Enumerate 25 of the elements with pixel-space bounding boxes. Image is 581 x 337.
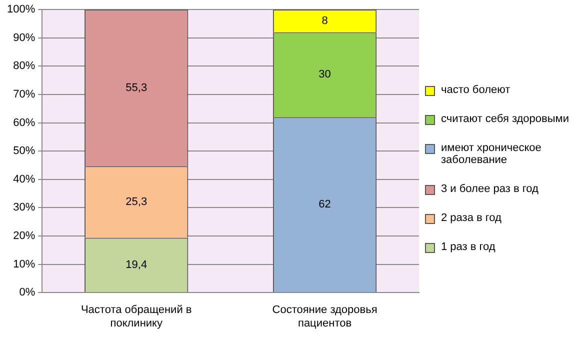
- y-tick-label: 60%: [13, 116, 36, 129]
- y-tick-label: 20%: [13, 230, 36, 242]
- y-tick-label: 0%: [19, 286, 36, 299]
- y-tick-label: 10%: [13, 258, 36, 270]
- data-label: 8: [322, 14, 328, 27]
- y-tick-label: 50%: [13, 145, 36, 158]
- legend-label: 2 раза в год: [441, 212, 502, 224]
- data-label: 25,3: [126, 196, 148, 208]
- y-tick-label: 80%: [13, 60, 36, 72]
- data-label: 19,4: [126, 258, 148, 271]
- legend-label: имеют хроническое заболевание: [441, 142, 542, 166]
- legend-label: часто болеют: [441, 84, 510, 96]
- legend-label: считают себя здоровыми: [441, 113, 569, 125]
- data-label: 62: [318, 198, 331, 211]
- data-label: 30: [318, 68, 331, 81]
- y-tick-label: 100%: [6, 4, 36, 16]
- y-tick-label: 70%: [13, 88, 36, 101]
- y-tick-label: 30%: [13, 202, 36, 214]
- x-tick-label: Частота обращений в поклинику: [80, 304, 192, 330]
- y-tick-label: 40%: [13, 173, 36, 186]
- y-tick-label: 90%: [13, 32, 36, 44]
- data-label: 55,3: [126, 82, 148, 94]
- x-tick-label: Состояние здоровья пациентов: [272, 304, 378, 330]
- legend-label: 3 и более раз в год: [441, 183, 538, 195]
- legend-label: 1 раз в год: [441, 241, 496, 253]
